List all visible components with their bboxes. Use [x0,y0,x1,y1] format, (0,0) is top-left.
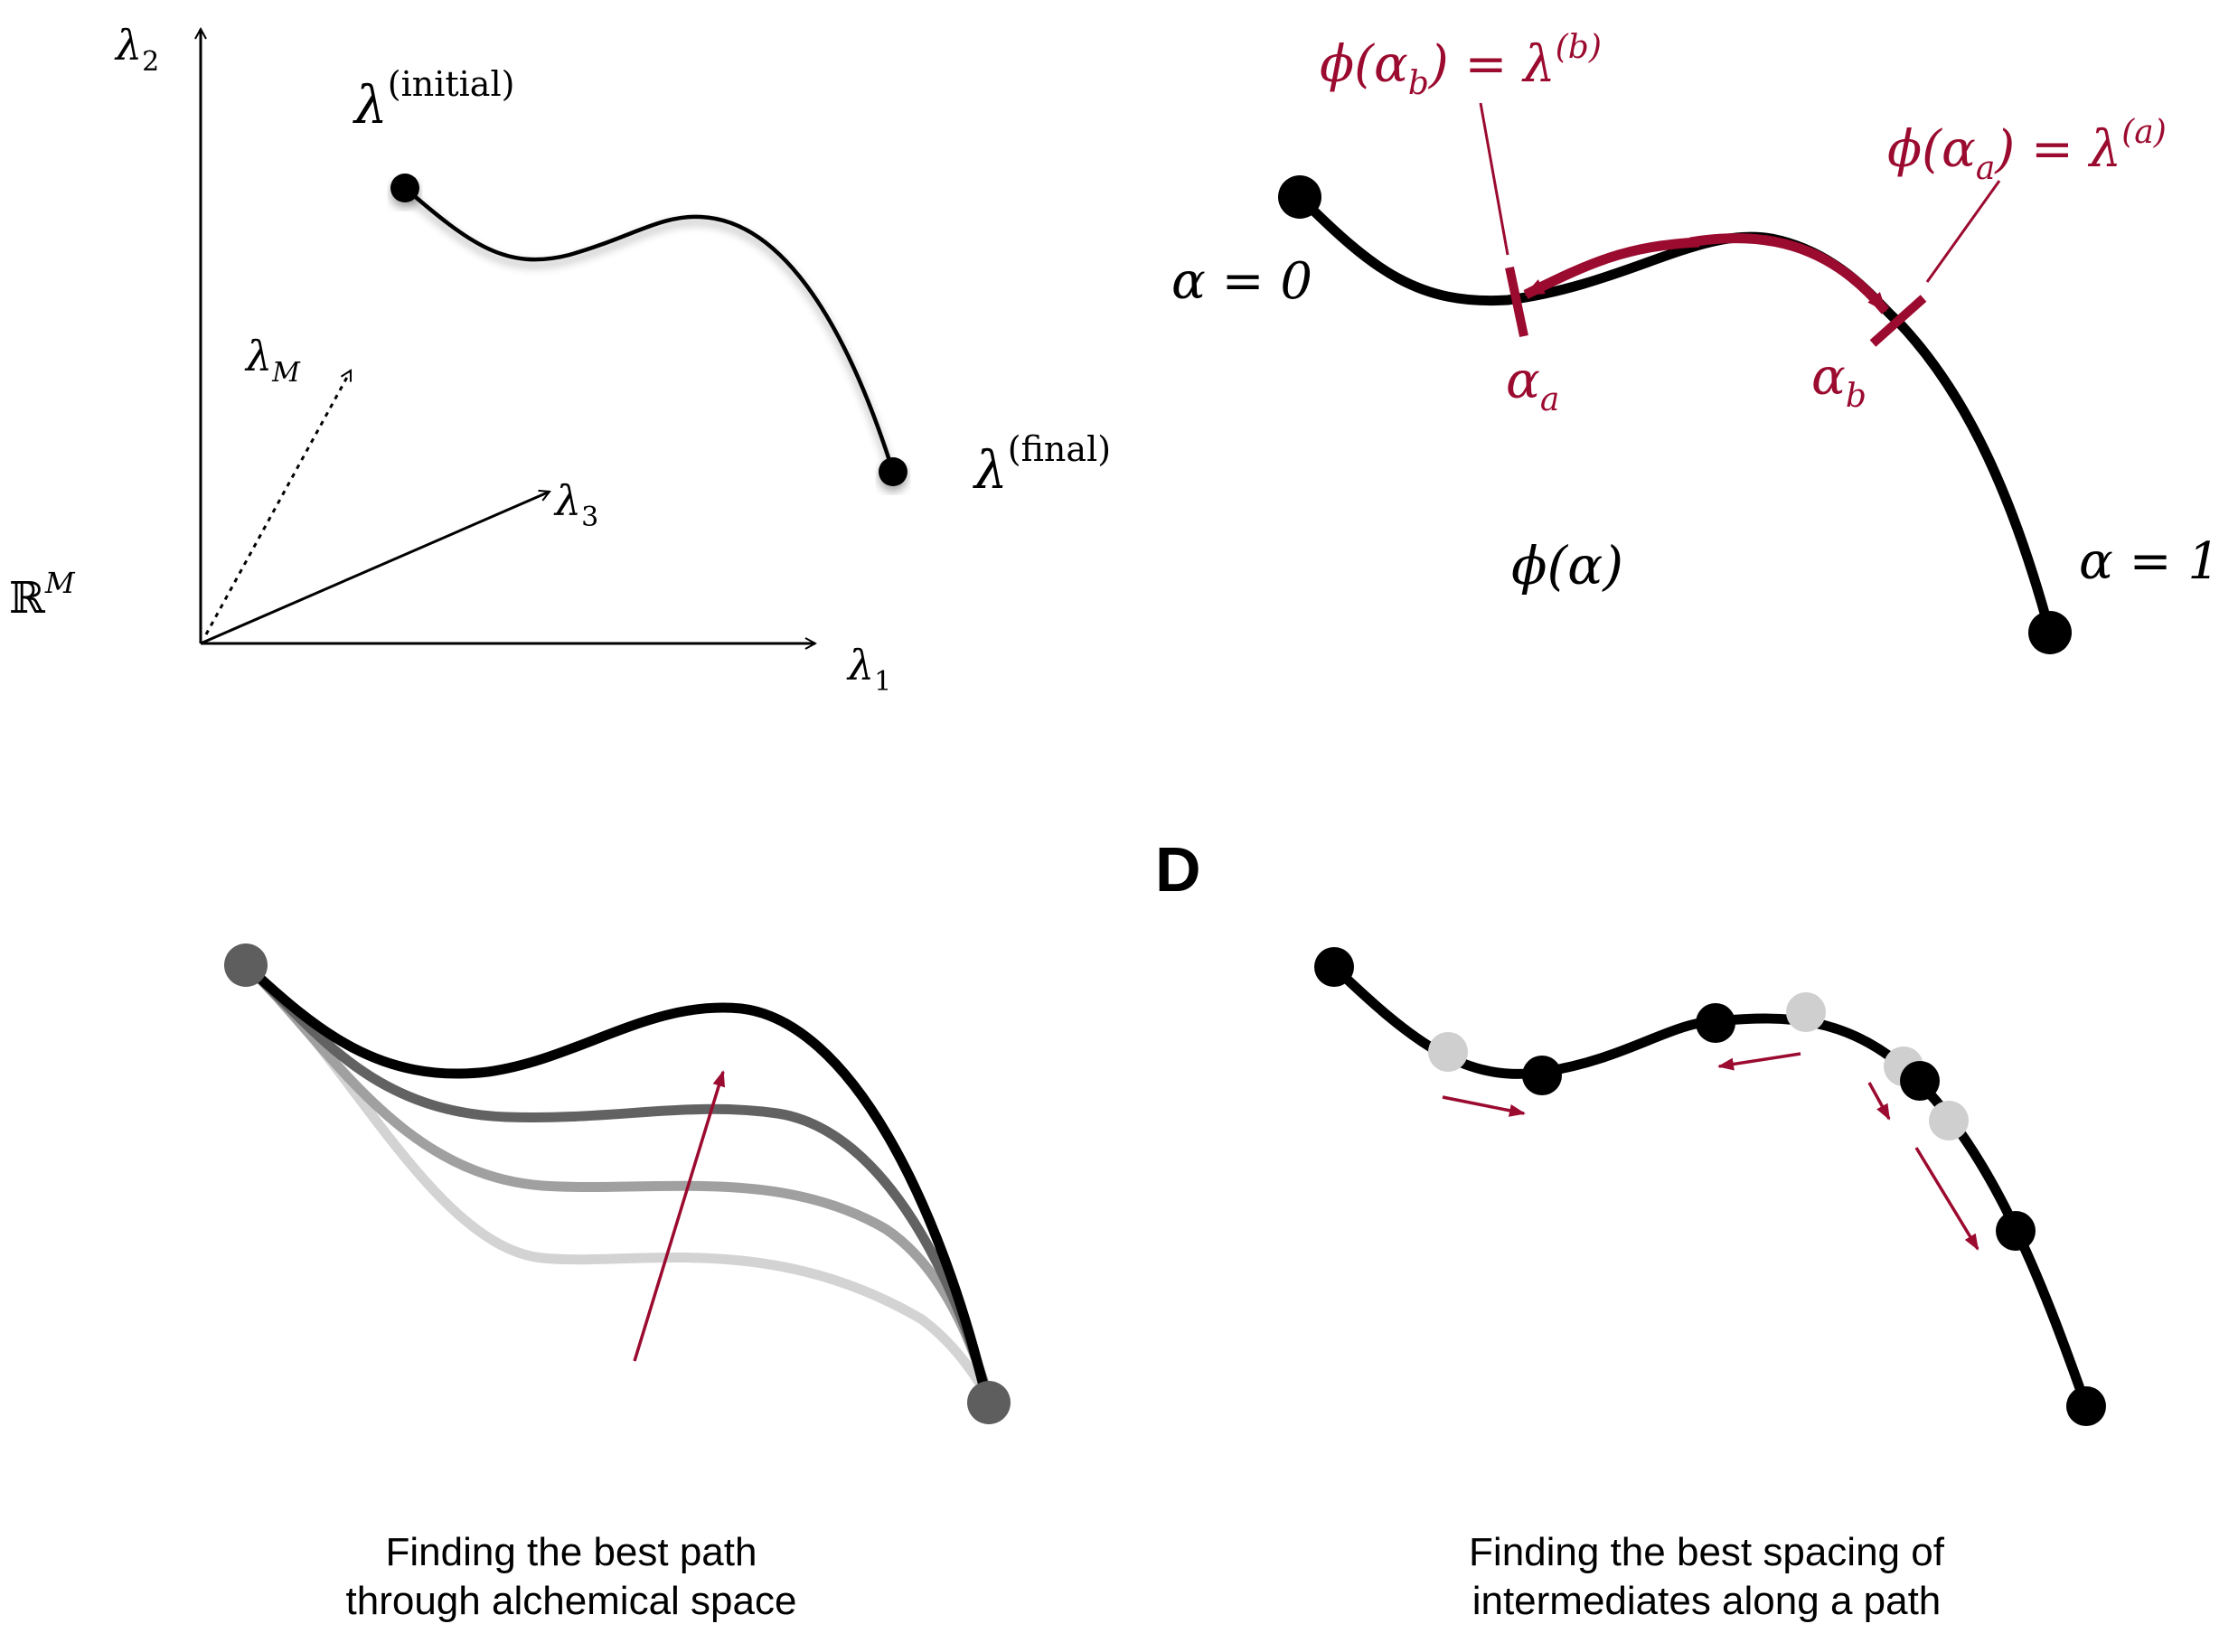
alpha1-label: α = 1 [2079,532,2220,591]
old-node-4 [1929,1101,1969,1140]
panel-a: λ2 λ1 λ3 λM ℝM λ(initial) λ(final) [9,21,1111,698]
spacing-arrow-1 [1442,1095,1526,1117]
alpha-b-tick [1869,295,1927,347]
node-1 [1522,1056,1562,1095]
end-node [967,1381,1011,1424]
panel-d-caption-line1: Finding the best spacing of [1469,1530,1945,1574]
phi-path-curve [1296,193,2055,634]
lambda-initial-label: λ(initial) [353,64,514,136]
intermediate-path-curve [1331,963,2092,1408]
path-lightest [242,961,997,1409]
phi-b-leader [1479,102,1509,256]
panel-c: Finding the best path through alchemical… [224,943,1011,1623]
old-node-1 [1428,1032,1468,1072]
lambdaM-label: λM [244,332,301,389]
path-medium [242,961,994,1404]
node-start [1314,947,1354,987]
lambda2-label: λ2 [114,21,159,78]
alpha-b-label: αb [1811,348,1867,415]
old-node-2 [1786,992,1826,1032]
node-3 [1900,1061,1940,1101]
improvement-arrow [633,1070,726,1362]
final-endpoint [879,457,907,486]
alpha-a-tick [1505,266,1528,338]
lambda1-label: λ1 [846,641,891,698]
node-4 [1996,1211,2036,1251]
panel-d: D Finding the best spacing of intermedia… [1155,834,2106,1623]
path-light [242,961,996,1406]
panel-c-caption-line2: through alchemical space [346,1579,797,1623]
axis-lambda3 [200,492,550,645]
node-2 [1696,1003,1735,1043]
red-segment-to-b [1689,233,1890,314]
phi-b-equation: ϕ(αb) = λ(b) [1320,29,1602,102]
panel-d-letter: D [1155,834,1201,905]
spacing-arrow-3 [1867,1082,1891,1121]
red-segment-to-a [1523,237,1700,299]
axis-lambdaM [204,371,353,635]
alpha0-label: α = 0 [1171,252,1312,311]
path-best [242,961,992,1403]
alchemical-path-curve [403,186,896,473]
phi-a-leader [1925,180,2001,283]
alpha-a-label: αa [1506,352,1559,418]
space-label: ℝM [9,566,76,624]
node-end [2066,1386,2106,1426]
initial-endpoint [390,174,419,202]
phi-alpha-label: ϕ(α) [1511,535,1623,596]
phi-a-equation: ϕ(αa) = λ(a) [1887,114,2167,187]
alpha1-endpoint [2028,611,2072,654]
lambda-final-label: λ(final) [973,429,1111,501]
panel-d-caption-line2: intermediates along a path [1472,1579,1942,1623]
panel-b: ϕ(αb) = λ(b) ϕ(αa) = λ(a) αa αb α = 0 α … [1171,29,2220,654]
lambda3-label: λ3 [553,476,598,533]
spacing-arrow-2 [1717,1052,1801,1071]
alpha0-endpoint [1278,175,1321,219]
spacing-arrow-4 [1914,1147,1979,1251]
start-node [224,943,268,987]
panel-c-caption-line1: Finding the best path [386,1530,757,1574]
